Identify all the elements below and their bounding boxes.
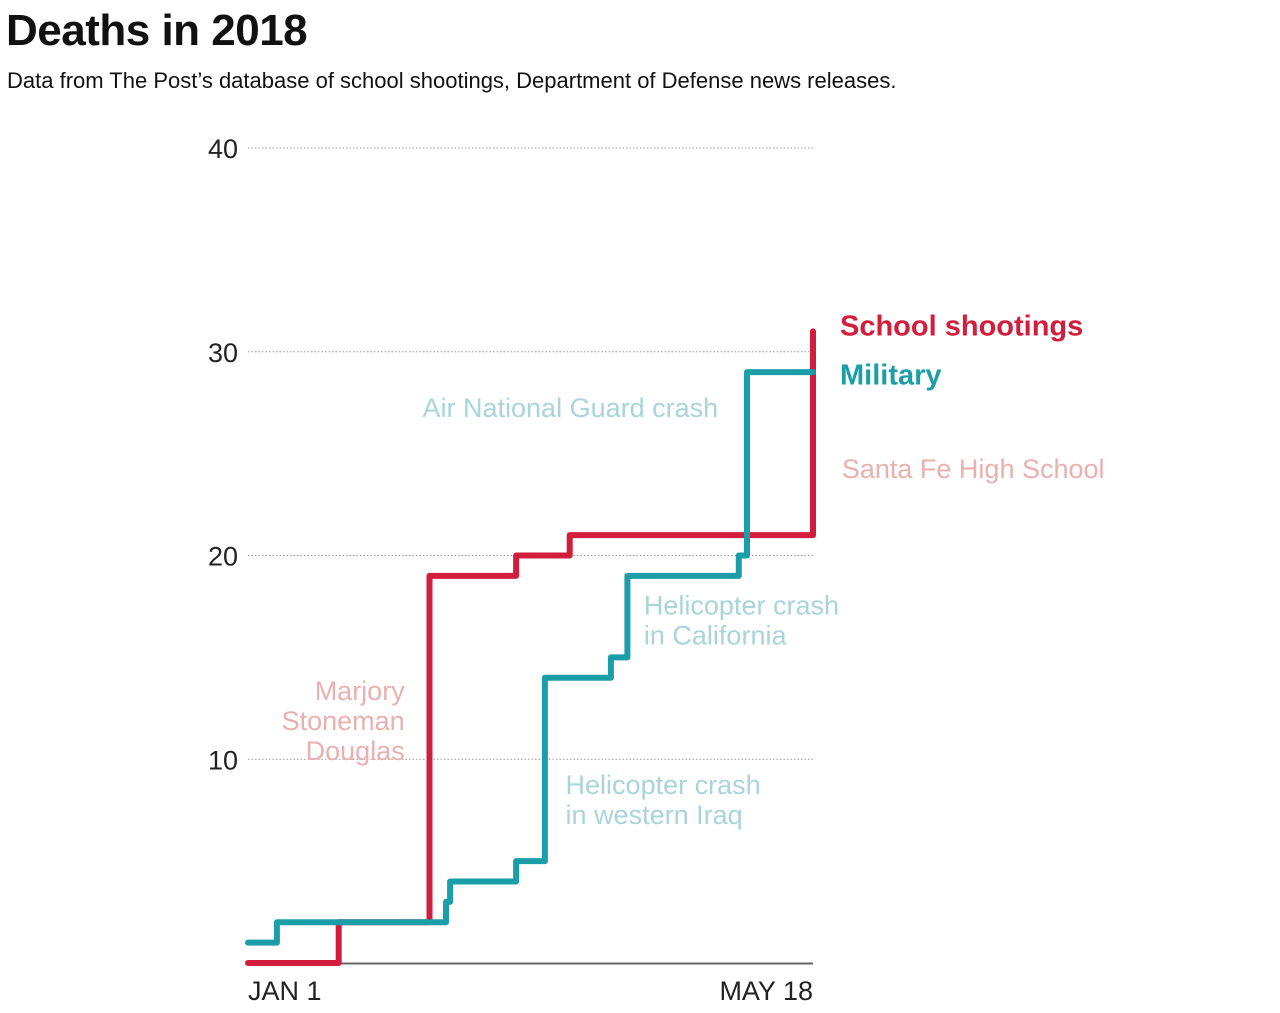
x-tick-label-may-18: MAY 18 <box>719 976 813 1006</box>
y-tick-label-30: 30 <box>208 338 238 368</box>
annotation-line: Marjory <box>315 676 406 706</box>
annotation-marjory-stoneman-douglas: Marjory Stoneman Douglas <box>282 676 406 766</box>
y-tick-label-20: 20 <box>208 542 238 572</box>
y-axis-ticks: 10 20 30 40 <box>208 134 238 775</box>
series-line-school-shootings <box>245 328 816 966</box>
gridlines <box>248 147 813 760</box>
annotations: Marjory Stoneman Douglas Santa Fe High Scho… <box>282 393 1105 830</box>
chart-title: Deaths in 2018 <box>6 6 308 55</box>
annotation-line: Helicopter crash <box>644 591 839 621</box>
annotation-helicopter-crash-in-western-iraq: Helicopter crash in western Iraq <box>566 770 761 830</box>
annotation-line: Helicopter crash <box>566 770 761 800</box>
legend-label-school-shootings: School shootings <box>840 310 1083 342</box>
series-lines <box>245 328 816 966</box>
annotation-line: Stoneman <box>282 706 405 736</box>
y-tick-label-10: 10 <box>208 745 238 775</box>
annotation-helicopter-crash-in-california: Helicopter crash in California <box>644 591 839 651</box>
x-tick-label-jan-1: JAN 1 <box>248 976 322 1006</box>
x-axis-ticks: JAN 1 MAY 18 <box>248 976 813 1006</box>
annotation-santa-fe-high-school: Santa Fe High School <box>842 454 1105 484</box>
y-tick-label-40: 40 <box>208 134 238 164</box>
annotation-line: in California <box>644 621 788 651</box>
annotation-line: Douglas <box>306 736 405 766</box>
annotation-line: Santa Fe High School <box>842 454 1105 484</box>
annotation-line: Air National Guard crash <box>423 393 719 423</box>
legend: School shootings Military <box>840 310 1083 391</box>
annotation-line: in western Iraq <box>566 800 743 830</box>
chart-subtitle: Data from The Post’s database of school … <box>7 68 897 93</box>
annotation-air-national-guard-crash: Air National Guard crash <box>423 393 719 423</box>
legend-label-military: Military <box>840 359 942 391</box>
series-line-military <box>245 369 816 946</box>
